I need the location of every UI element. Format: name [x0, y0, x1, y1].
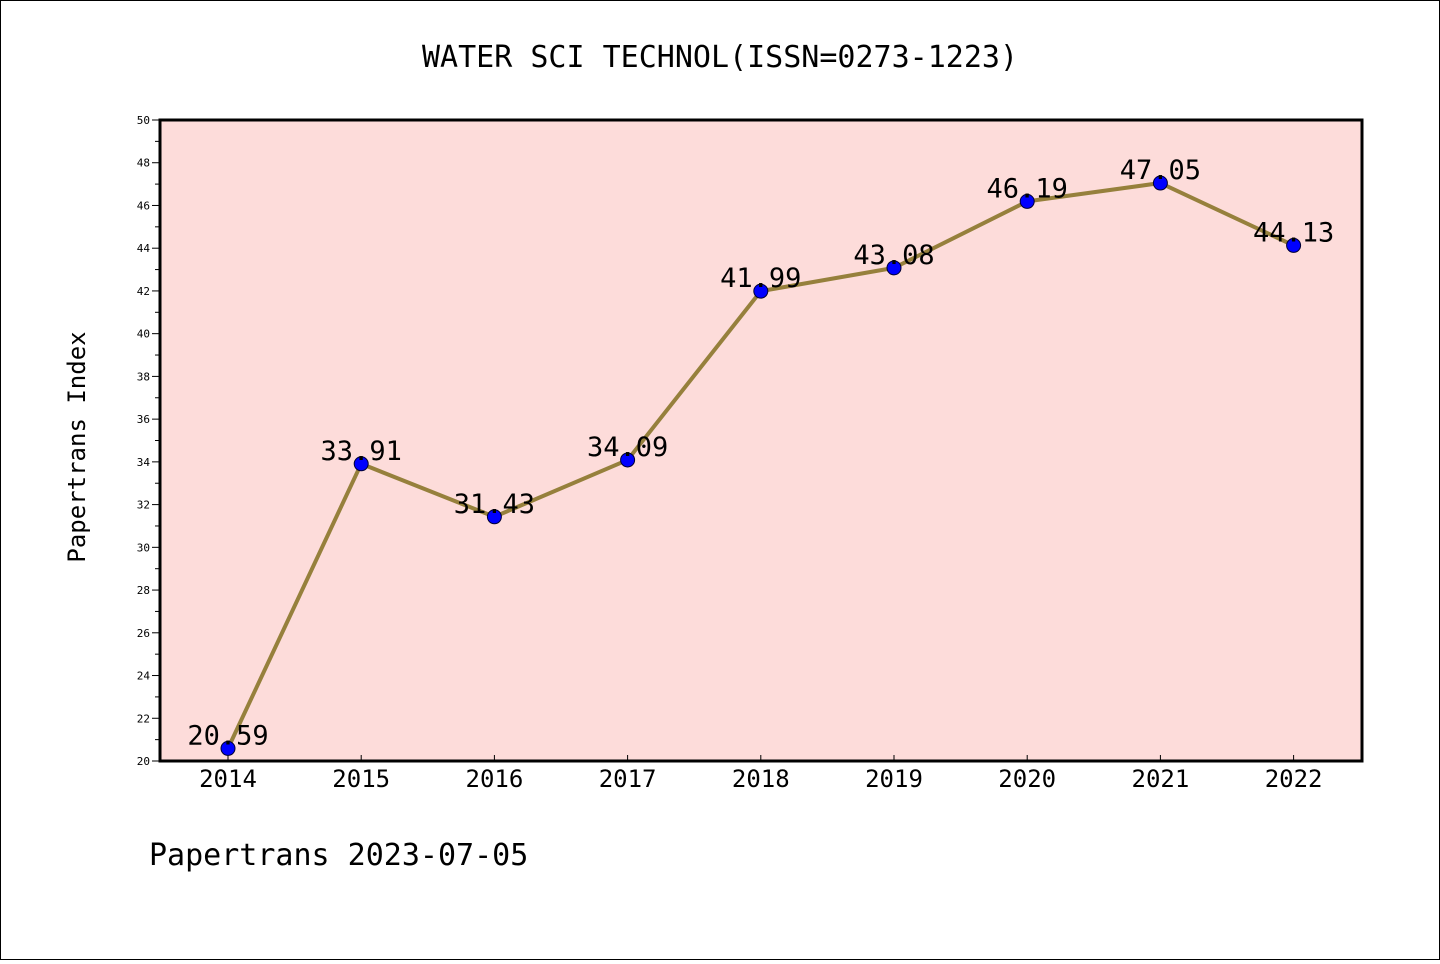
- y-tick-label: 24: [137, 670, 151, 683]
- data-label: 33.91: [321, 436, 402, 467]
- plot-area: [158, 118, 1364, 763]
- y-tick-label: 34: [137, 456, 151, 469]
- y-tick-label: 28: [137, 584, 150, 597]
- data-point: [1286, 237, 1302, 253]
- x-axis: 2014 2015 2016 2017 2018 2019 2020 2021 2022: [199, 755, 1322, 793]
- y-tick-label: 48: [137, 157, 150, 170]
- y-tick-label: 40: [137, 328, 150, 341]
- y-tick-label: 32: [137, 499, 150, 512]
- y-tick-label: 20: [137, 755, 150, 768]
- y-axis: 20 22 24 26 28 30 32 34 36 38 40 42 44 46 48 50: [137, 114, 160, 768]
- chart-title: WATER SCI TECHNOL(ISSN=0273-1223): [422, 40, 1018, 75]
- data-labels: 20.59 33.91 31.43 34.09 41.99 43.08 46.19 47.05…: [187, 155, 1334, 751]
- data-label: 41.99: [720, 263, 801, 294]
- data-point: [886, 260, 902, 276]
- y-tick-label: 26: [137, 627, 150, 640]
- y-axis-label: Papertrans Index: [63, 331, 91, 562]
- x-tick-label: 2015: [332, 765, 390, 793]
- x-tick-label: 2019: [865, 765, 923, 793]
- data-point: [1019, 193, 1035, 209]
- x-tick-label: 2017: [599, 765, 657, 793]
- data-point: [353, 456, 369, 472]
- data-label: 46.19: [987, 173, 1068, 204]
- data-label: 20.59: [187, 720, 268, 751]
- y-tick-label: 46: [137, 199, 150, 212]
- data-label: 44.13: [1253, 217, 1334, 248]
- data-label: 34.09: [587, 432, 668, 463]
- data-label: 43.08: [853, 240, 934, 271]
- x-tick-label: 2014: [199, 765, 257, 793]
- y-tick-label: 44: [137, 242, 151, 255]
- x-tick-label: 2016: [466, 765, 524, 793]
- footer-text: Papertrans 2023-07-05: [149, 838, 528, 873]
- x-tick-label: 2022: [1265, 765, 1323, 793]
- data-point: [1152, 175, 1168, 191]
- data-point: [220, 740, 236, 756]
- y-tick-label: 50: [137, 114, 150, 127]
- x-tick-label: 2021: [1132, 765, 1190, 793]
- data-point: [486, 509, 502, 525]
- data-points: [220, 175, 1302, 756]
- y-tick-label: 38: [137, 370, 150, 383]
- y-tick-label: 42: [137, 285, 150, 298]
- x-tick-label: 2020: [998, 765, 1056, 793]
- data-point: [753, 283, 769, 299]
- x-tick-label: 2018: [732, 765, 790, 793]
- data-label: 47.05: [1120, 155, 1201, 186]
- y-tick-label: 22: [137, 712, 150, 725]
- y-tick-label: 36: [137, 413, 150, 426]
- data-label: 31.43: [454, 489, 535, 520]
- data-point: [620, 452, 636, 468]
- y-tick-label: 30: [137, 541, 150, 554]
